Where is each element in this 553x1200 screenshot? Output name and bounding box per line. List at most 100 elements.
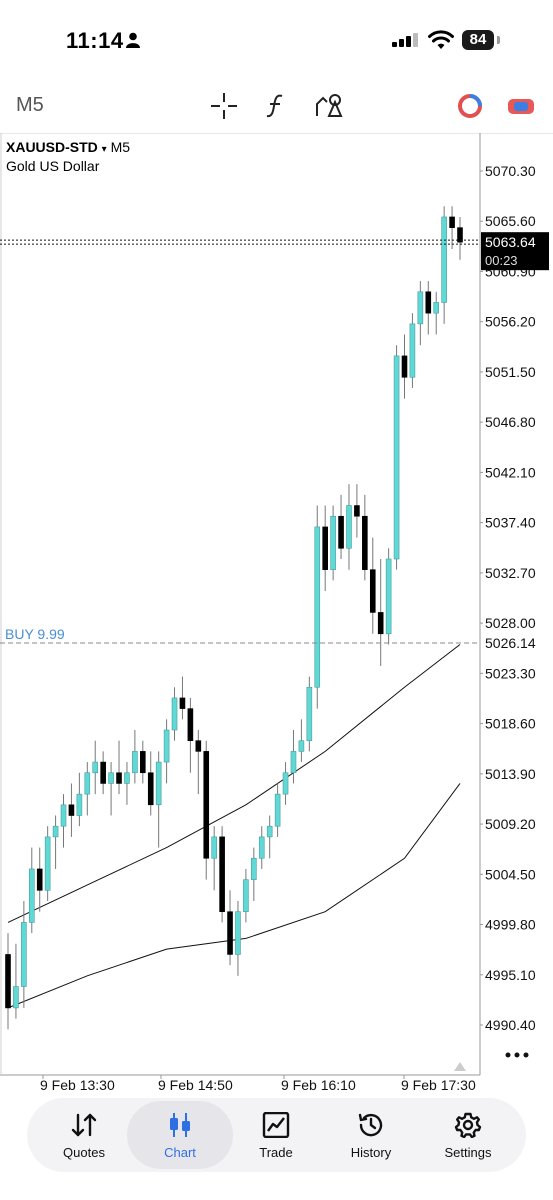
candle[interactable] <box>163 719 170 784</box>
candle-body <box>251 857 257 880</box>
active-tab-highlight <box>127 1101 233 1169</box>
candle[interactable] <box>219 826 225 923</box>
tab-quotes[interactable]: Quotes <box>36 1101 132 1169</box>
tab-label: Chart <box>164 1145 196 1160</box>
candle[interactable] <box>322 505 328 592</box>
candle[interactable] <box>76 772 83 827</box>
candle[interactable] <box>92 740 99 795</box>
chart-symbol[interactable]: XAUUSD-STD ▾ M5 <box>6 139 130 155</box>
candle[interactable] <box>132 730 138 784</box>
candle[interactable] <box>52 815 59 869</box>
candle[interactable] <box>314 505 321 709</box>
candle-body <box>393 355 400 560</box>
candle[interactable] <box>425 281 432 335</box>
wifi-icon <box>428 30 454 49</box>
candle[interactable] <box>124 762 130 805</box>
candle[interactable] <box>306 676 313 752</box>
candle[interactable] <box>393 345 400 570</box>
candle[interactable] <box>330 505 336 581</box>
candle[interactable] <box>179 676 186 720</box>
candle-body <box>92 761 99 774</box>
chart-icon <box>170 1113 190 1137</box>
candle[interactable] <box>116 740 122 795</box>
symbol-dropdown-icon[interactable]: ▾ <box>101 144 107 155</box>
candle-body <box>330 515 336 570</box>
candle[interactable] <box>147 751 154 816</box>
candle[interactable] <box>417 281 424 346</box>
candle[interactable] <box>369 537 376 634</box>
candle[interactable] <box>211 826 217 891</box>
more-options-icon[interactable] <box>505 1052 529 1058</box>
tab-settings[interactable]: Settings <box>420 1101 516 1169</box>
account-toggle-icon[interactable] <box>507 92 535 120</box>
candle[interactable] <box>13 943 19 1019</box>
candle-body <box>28 868 35 923</box>
candle[interactable] <box>290 730 297 784</box>
candle[interactable] <box>401 334 408 399</box>
candle[interactable] <box>187 697 194 773</box>
candle[interactable] <box>36 847 43 912</box>
candle[interactable] <box>203 740 210 880</box>
candle[interactable] <box>274 783 281 837</box>
indicators-icon[interactable] <box>264 92 288 120</box>
moving-average-line <box>7 644 461 923</box>
candle[interactable] <box>68 783 75 837</box>
objects-icon[interactable] <box>314 92 344 120</box>
candle-body <box>187 708 194 741</box>
candle[interactable] <box>409 313 416 388</box>
candle[interactable] <box>362 494 368 581</box>
candle[interactable] <box>84 762 91 816</box>
candle[interactable] <box>227 890 233 966</box>
candle[interactable] <box>108 762 114 816</box>
candle-body <box>385 558 392 635</box>
one-click-trading-icon[interactable] <box>456 92 484 120</box>
candle[interactable] <box>243 868 249 923</box>
price-label: 5042.10 <box>485 464 536 480</box>
candle[interactable] <box>385 548 392 645</box>
price-label: 5013.90 <box>485 766 536 782</box>
candle[interactable] <box>346 484 352 570</box>
candle-body <box>147 772 154 806</box>
bar-countdown-label: 00:23 <box>485 253 518 268</box>
timeframe-selector[interactable]: M5 <box>16 94 44 116</box>
chart-shift-marker[interactable] <box>454 1062 466 1071</box>
candle[interactable] <box>235 901 241 976</box>
candle[interactable] <box>251 847 257 902</box>
candle[interactable] <box>433 291 440 335</box>
price-chart[interactable]: 5070.305065.605060.905056.205051.505046.… <box>0 133 553 1095</box>
candle[interactable] <box>266 815 273 859</box>
candle[interactable] <box>28 847 35 934</box>
candle[interactable] <box>354 484 360 538</box>
crosshair-icon[interactable] <box>210 92 238 120</box>
candle-body <box>338 515 344 549</box>
candle[interactable] <box>155 751 162 848</box>
candle[interactable] <box>60 794 67 848</box>
candle[interactable] <box>377 558 384 666</box>
trade-icon <box>262 1112 290 1138</box>
tab-trade[interactable]: Trade <box>228 1101 324 1169</box>
candle[interactable] <box>282 762 289 805</box>
candle-body <box>306 686 313 741</box>
candle[interactable] <box>5 933 11 1030</box>
candle[interactable] <box>441 206 447 324</box>
price-label: 5051.50 <box>485 364 536 380</box>
time-label: 9 Feb 14:50 <box>158 1077 233 1093</box>
candle-body <box>132 751 138 774</box>
candle[interactable] <box>21 901 27 1008</box>
candle[interactable] <box>298 719 305 763</box>
candle[interactable] <box>171 687 178 741</box>
tab-chart[interactable]: Chart <box>132 1101 228 1169</box>
candle[interactable] <box>100 751 106 795</box>
candle[interactable] <box>449 206 455 250</box>
candle[interactable] <box>258 826 265 869</box>
candle[interactable] <box>140 740 146 784</box>
tab-history[interactable]: History <box>323 1101 419 1169</box>
candle-body <box>13 986 19 1009</box>
price-label: 5023.30 <box>485 665 536 681</box>
time-label: 9 Feb 16:10 <box>281 1077 356 1093</box>
candle[interactable] <box>195 730 202 795</box>
candle-body <box>179 697 186 709</box>
candle[interactable] <box>338 494 344 559</box>
candle[interactable] <box>457 216 463 260</box>
candle[interactable] <box>44 826 51 902</box>
